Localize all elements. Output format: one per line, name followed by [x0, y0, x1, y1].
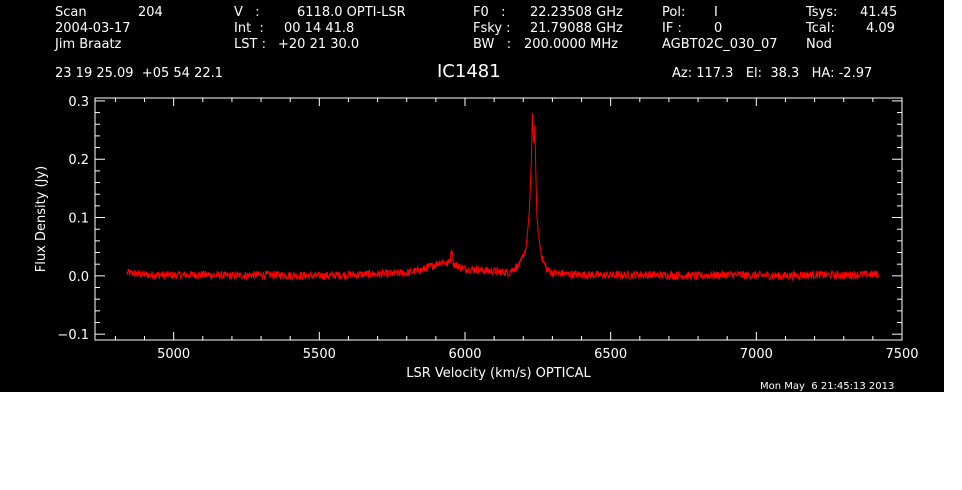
fsky-label: Fsky :	[473, 21, 511, 36]
tcal-label: Tcal:	[806, 21, 835, 36]
plot-panel: Scan 204 2004-03-17 Jim Braatz V : 6118.…	[0, 0, 944, 392]
x-tick-label: 7500	[885, 347, 918, 362]
f0-label: F0 :	[473, 5, 506, 20]
bw-value: 200.0000 MHz	[524, 37, 618, 52]
az-el-ha: Az: 117.3 El: 38.3 HA: -2.97	[672, 66, 873, 81]
tsys-value: 41.45	[860, 5, 898, 20]
obs-date: 2004-03-17	[55, 21, 131, 36]
observer-name: Jim Braatz	[55, 37, 122, 52]
int-value: 00 14 41.8	[284, 21, 355, 36]
y-tick-label: 0.1	[68, 212, 89, 227]
pol-label: Pol:	[662, 5, 686, 20]
x-tick-label: 5500	[303, 347, 336, 362]
project-id: AGBT02C_030_07	[662, 37, 778, 52]
plot-timestamp: Mon May 6 21:45:13 2013	[760, 381, 895, 392]
y-axis-label: Flux Density (Jy)	[34, 166, 49, 272]
source-name: IC1481	[437, 61, 501, 82]
lst-label: LST :	[234, 37, 266, 52]
x-tick-label: 7000	[740, 347, 773, 362]
spectrum-line	[126, 113, 879, 282]
velocity-value: 6118.0 OPTI-LSR	[297, 5, 406, 20]
fsky-value: 21.79088 GHz	[530, 21, 623, 36]
velocity-label: V :	[234, 5, 260, 20]
f0-value: 22.23508 GHz	[530, 5, 623, 20]
axis-tick-labels: 5000 5500 6000 6500 7000 7500 −0.1 0.0 0.1 0.2 0.3	[57, 95, 918, 362]
axis-ticks	[95, 98, 903, 340]
y-tick-label: −0.1	[57, 328, 89, 343]
tcal-value: 4.09	[866, 21, 895, 36]
if-label: IF :	[662, 21, 682, 36]
y-tick-label: 0.0	[68, 270, 89, 285]
plot-frame	[94, 97, 903, 341]
y-tick-label: 0.2	[68, 153, 89, 168]
scan-label: Scan	[55, 5, 87, 20]
lst-value: +20 21 30.0	[278, 37, 360, 52]
y-tick-label: 0.3	[68, 95, 89, 110]
x-tick-label: 5000	[157, 347, 190, 362]
x-tick-label: 6000	[448, 347, 481, 362]
source-coordinates: 23 19 25.09 +05 54 22.1	[55, 66, 224, 81]
spectrum-chart: 5000 5500 6000 6500 7000 7500 −0.1 0.0 0.1 0.2 0.3…	[34, 95, 919, 381]
procedure-name: Nod	[806, 37, 832, 52]
bw-label: BW :	[473, 37, 512, 52]
x-axis-label: LSR Velocity (km/s) OPTICAL	[406, 366, 591, 381]
tsys-label: Tsys:	[806, 5, 838, 20]
scan-value: 204	[138, 5, 163, 20]
pol-value: I	[714, 5, 718, 20]
x-tick-label: 6500	[594, 347, 627, 362]
int-label: Int :	[234, 21, 264, 36]
if-value: 0	[714, 21, 723, 36]
